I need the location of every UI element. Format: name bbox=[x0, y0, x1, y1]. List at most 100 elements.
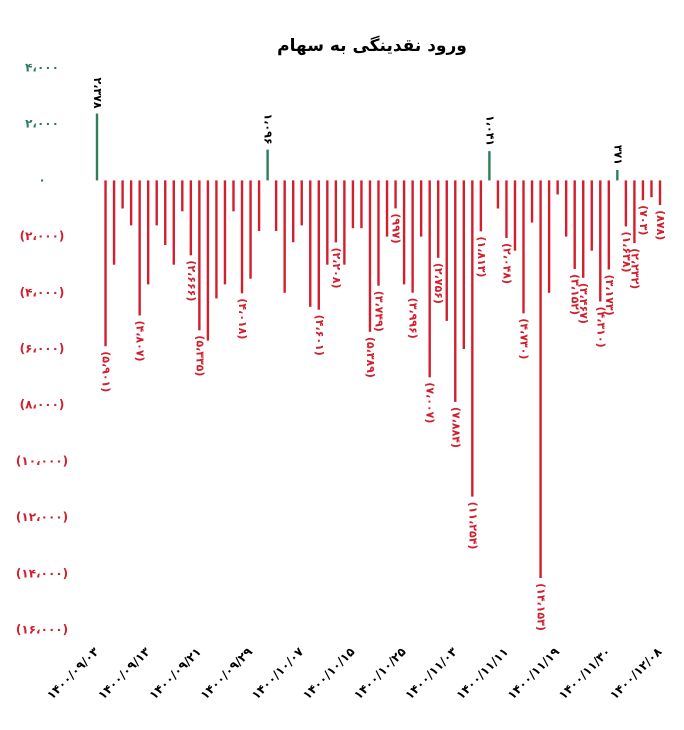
bar bbox=[419, 180, 423, 237]
bar bbox=[658, 180, 662, 206]
bar bbox=[351, 180, 355, 229]
bar bbox=[641, 180, 645, 201]
y-tick-label: ۰ bbox=[38, 173, 45, 187]
bar bbox=[462, 180, 466, 349]
bar bbox=[206, 180, 210, 341]
x-tick-label: ۱۴۰۰/۰۹/۱۳ bbox=[95, 644, 153, 702]
data-label: (۱۱،۲۵۴) bbox=[466, 502, 479, 550]
data-label: (۳،۴۶۷) bbox=[577, 283, 590, 324]
chart-title: ورود نقدینگی به سهام bbox=[277, 35, 467, 56]
bar bbox=[394, 180, 397, 209]
bar bbox=[104, 180, 107, 347]
data-label: (۲،۰۴۸) bbox=[500, 243, 513, 284]
bar bbox=[428, 180, 431, 378]
bar bbox=[343, 180, 346, 265]
bar bbox=[326, 180, 329, 265]
data-label: (۷،۸۸۴) bbox=[449, 407, 462, 448]
bar bbox=[95, 113, 99, 181]
bar bbox=[291, 180, 295, 243]
bar bbox=[189, 180, 193, 256]
x-tick-label: ۱۴۰۰/۰۹/۰۳ bbox=[44, 644, 102, 702]
data-label: (۲،۲۰۸) bbox=[330, 247, 343, 288]
bar bbox=[368, 180, 372, 332]
bar bbox=[112, 180, 116, 265]
data-label: (۳،۱۷۳) bbox=[603, 275, 616, 316]
bar bbox=[360, 180, 363, 229]
data-label: (۵،۳۸۹) bbox=[364, 337, 377, 378]
bar bbox=[121, 180, 124, 209]
y-tick-label: (۴،۰۰۰) bbox=[20, 285, 65, 299]
bar bbox=[172, 180, 175, 265]
y-tick-label: (۱۰،۰۰۰) bbox=[16, 454, 68, 468]
y-tick-label: (۱۶،۰۰۰) bbox=[16, 623, 68, 637]
data-label: (۷،۰۰۷) bbox=[424, 382, 437, 423]
bar bbox=[181, 180, 184, 212]
bar bbox=[223, 180, 227, 285]
x-tick-label: ۱۴۰۰/۰۹/۲۹ bbox=[198, 644, 256, 702]
data-label: (۴،۸۰۷) bbox=[134, 320, 147, 361]
bar bbox=[283, 180, 286, 293]
bar bbox=[249, 180, 252, 279]
x-tick-label: ۱۴۰۰/۰۹/۲۱ bbox=[146, 645, 204, 703]
data-label: (۳،۱۵۲) bbox=[569, 274, 582, 315]
bar bbox=[232, 180, 235, 212]
bar bbox=[266, 149, 269, 181]
bar bbox=[240, 180, 244, 294]
bar bbox=[505, 180, 508, 238]
y-tick-label: (۲،۰۰۰) bbox=[20, 229, 65, 243]
bar bbox=[300, 180, 303, 226]
bar bbox=[496, 180, 500, 209]
bar bbox=[573, 180, 576, 269]
data-label: (۷۰۳) bbox=[637, 205, 650, 235]
bar bbox=[155, 180, 158, 226]
y-tick-label: (۱۲،۰۰۰) bbox=[16, 510, 68, 524]
bar bbox=[530, 180, 534, 223]
bar bbox=[607, 180, 611, 270]
data-label: (۵،۹۰۱) bbox=[100, 351, 113, 392]
data-label: (۲،۶۶۶) bbox=[185, 260, 198, 301]
y-tick-label: ۲،۰۰۰ bbox=[25, 117, 59, 131]
data-label: (۲،۷۵۶) bbox=[432, 263, 445, 304]
data-label: (۳،۹۹۶) bbox=[407, 298, 420, 339]
bar bbox=[582, 180, 585, 278]
bar bbox=[164, 180, 167, 246]
x-tick-label: ۱۴۰۰/۱۰/۱۵ bbox=[300, 645, 358, 703]
bar bbox=[334, 180, 338, 243]
bar bbox=[402, 180, 406, 285]
bar bbox=[616, 169, 619, 181]
data-label: ۲،۳۷۸ bbox=[91, 78, 104, 109]
bar bbox=[599, 180, 602, 302]
data-label: (۴،۷۳۰) bbox=[518, 318, 531, 359]
x-tick-label: ۱۴۰۰/۱۱/۱۱ bbox=[454, 645, 512, 703]
bar bbox=[513, 180, 517, 251]
bar bbox=[257, 180, 261, 231]
data-label: ۱،۰۴۱ bbox=[483, 115, 496, 146]
bar bbox=[624, 180, 628, 227]
bar bbox=[650, 180, 653, 198]
bar bbox=[539, 180, 542, 579]
data-label: (۱۴،۱۵۳) bbox=[535, 583, 548, 631]
data-label: ۳۷۱ bbox=[611, 145, 624, 165]
bar bbox=[556, 180, 559, 195]
bar bbox=[385, 180, 389, 237]
bar bbox=[377, 180, 380, 286]
data-label: (۹۹۷) bbox=[390, 213, 403, 243]
data-label: (۲،۲۳۲) bbox=[628, 248, 641, 289]
y-tick-label: (۱۴،۰۰۰) bbox=[16, 566, 68, 580]
bar bbox=[445, 180, 448, 321]
bar bbox=[454, 180, 457, 402]
bar bbox=[547, 180, 551, 293]
data-label: (۵،۳۳۵) bbox=[193, 335, 206, 376]
data-label: (۳،۷۴۹) bbox=[373, 291, 386, 332]
bar bbox=[471, 180, 474, 497]
y-tick-label: (۶،۰۰۰) bbox=[20, 342, 65, 356]
data-label: (۱،۶۳۸) bbox=[620, 231, 633, 272]
data-label: (۴،۰۱۸) bbox=[236, 298, 249, 339]
bar bbox=[564, 180, 568, 237]
data-label: ۱،۰۹۶ bbox=[262, 114, 275, 145]
data-label: (۴،۶۰۱) bbox=[313, 315, 326, 356]
data-label: (۴،۳۱۰) bbox=[594, 307, 607, 348]
bar bbox=[633, 180, 636, 244]
x-tick-label: ۱۴۰۰/۱۰/۲۵ bbox=[351, 645, 409, 703]
